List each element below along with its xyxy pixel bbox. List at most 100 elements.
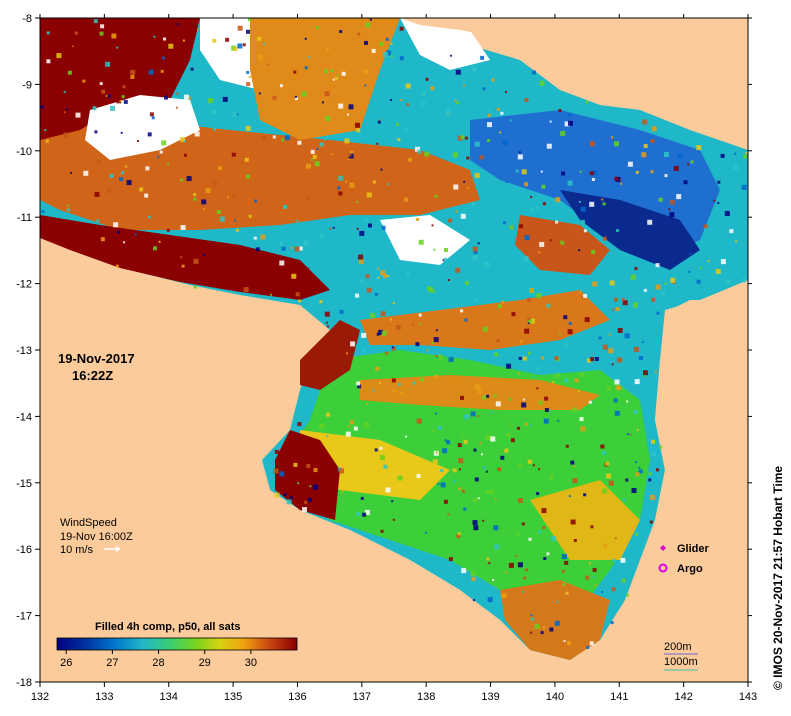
sst-pixel bbox=[158, 240, 161, 243]
legend-glider: Glider bbox=[677, 543, 710, 555]
sst-pixel bbox=[407, 487, 413, 493]
colorbar bbox=[56, 637, 298, 651]
sst-pixel bbox=[626, 433, 629, 436]
sst-pixel bbox=[319, 300, 323, 304]
sst-pixel bbox=[456, 101, 460, 105]
sst-pixel bbox=[522, 590, 524, 593]
sst-pixel bbox=[448, 357, 454, 363]
sst-pixel bbox=[338, 191, 343, 196]
sst-pixel bbox=[82, 79, 86, 83]
sst-pixel bbox=[473, 525, 479, 531]
sst-pixel bbox=[100, 24, 105, 29]
sst-pixel bbox=[651, 297, 656, 302]
sst-pixel bbox=[634, 532, 638, 536]
sst-pixel bbox=[625, 254, 628, 257]
sst-pixel bbox=[538, 468, 541, 471]
sst-pixel bbox=[462, 489, 465, 493]
sst-pixel bbox=[286, 499, 292, 505]
sst-pixel bbox=[448, 218, 453, 223]
sst-pixel bbox=[182, 39, 185, 42]
sst-pixel bbox=[397, 475, 403, 481]
sst-pixel bbox=[591, 178, 595, 181]
sst-pixel bbox=[307, 56, 310, 59]
sst-pixel bbox=[594, 357, 599, 361]
sst-pixel bbox=[92, 106, 97, 111]
sst-pixel bbox=[418, 323, 421, 325]
sst-pixel bbox=[386, 50, 391, 56]
sst-pixel bbox=[581, 219, 586, 224]
sst-pixel bbox=[696, 145, 702, 151]
sst-pixel bbox=[497, 304, 502, 309]
sst-pixel bbox=[532, 464, 535, 467]
sst-pixel bbox=[349, 420, 354, 425]
sst-pixel bbox=[544, 408, 549, 412]
sst-pixel bbox=[524, 328, 530, 334]
sst-pixel bbox=[471, 201, 476, 206]
y-axis: -8 -9 -10 -11 -12 -13 -14 -15 -16 -17 -18 bbox=[16, 13, 752, 689]
sst-pixel bbox=[225, 37, 230, 42]
sst-pixel bbox=[572, 478, 578, 484]
colorbar-tick-label: 27 bbox=[106, 657, 118, 669]
y-tick-label: -18 bbox=[16, 677, 32, 689]
cloud-patch-1 bbox=[85, 95, 200, 160]
sst-pixel bbox=[311, 158, 314, 161]
sst-pixel bbox=[496, 107, 500, 111]
sst-pixel bbox=[626, 593, 629, 597]
sst-pixel bbox=[542, 202, 546, 206]
sst-pixel bbox=[541, 184, 546, 189]
sst-pixel bbox=[288, 288, 293, 293]
sst-pixel bbox=[518, 151, 521, 154]
sst-pixel bbox=[583, 493, 587, 497]
sst-pixel bbox=[562, 583, 566, 586]
sst-pixel bbox=[331, 153, 334, 156]
sst-pixel bbox=[733, 165, 739, 171]
sst-pixel bbox=[638, 466, 641, 469]
sst-pixel bbox=[290, 246, 293, 249]
y-tick-label: -14 bbox=[16, 411, 32, 423]
sst-pixel bbox=[586, 358, 591, 363]
sst-pixel bbox=[381, 330, 387, 336]
sst-pixel bbox=[442, 259, 445, 262]
scale-200m: 200m bbox=[664, 641, 692, 653]
sst-pixel bbox=[181, 264, 185, 268]
sst-pixel bbox=[407, 157, 412, 162]
sst-pixel bbox=[715, 268, 721, 274]
sst-pixel bbox=[720, 153, 725, 158]
sst-pixel bbox=[66, 108, 69, 111]
sst-pixel bbox=[655, 263, 660, 268]
sst-pixel bbox=[487, 139, 490, 143]
sst-pixel bbox=[641, 152, 647, 158]
sst-pixel bbox=[509, 119, 512, 122]
sst-pixel bbox=[201, 199, 207, 205]
sst-pixel bbox=[475, 298, 479, 302]
sst-pixel bbox=[592, 170, 598, 176]
sst-pixel bbox=[434, 374, 439, 379]
sst-pixel bbox=[392, 518, 395, 521]
sst-pixel bbox=[63, 111, 66, 114]
sst-pixel bbox=[620, 182, 623, 185]
sst-pixel bbox=[598, 336, 602, 340]
sst-pixel bbox=[600, 444, 605, 449]
sst-pixel bbox=[301, 91, 307, 97]
sst-pixel bbox=[435, 329, 438, 332]
sst-pixel bbox=[707, 259, 710, 262]
sst-pixel bbox=[421, 91, 426, 96]
sst-pixel bbox=[57, 43, 61, 47]
sst-pixel bbox=[564, 342, 569, 347]
sst-pixel bbox=[316, 147, 319, 150]
sst-pixel bbox=[460, 395, 464, 400]
sst-pixel bbox=[283, 204, 287, 209]
sst-pixel bbox=[585, 100, 589, 104]
y-tick-label: -15 bbox=[16, 478, 32, 490]
sst-pixel bbox=[669, 199, 675, 205]
sst-pixel bbox=[558, 109, 562, 112]
sst-pixel bbox=[522, 356, 527, 361]
sst-region-warm-central bbox=[250, 18, 400, 140]
sst-pixel bbox=[616, 229, 619, 233]
sst-pixel bbox=[491, 78, 495, 82]
sst-pixel bbox=[338, 175, 344, 181]
sst-pixel bbox=[742, 278, 747, 283]
sst-pixel bbox=[458, 487, 462, 491]
sst-pixel bbox=[430, 86, 435, 91]
